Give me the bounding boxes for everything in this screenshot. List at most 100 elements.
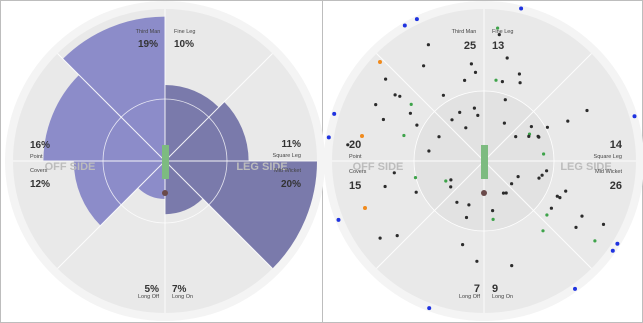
shot-dot bbox=[422, 64, 426, 68]
shot-dot bbox=[441, 93, 445, 97]
shot-dot bbox=[384, 77, 388, 81]
shot-dot bbox=[545, 169, 549, 173]
shot-dot bbox=[463, 78, 467, 82]
shot-dot bbox=[395, 234, 399, 238]
pct-fine-leg: 10% bbox=[174, 39, 194, 50]
pct-long-on: 7% bbox=[172, 284, 187, 295]
shot-dot bbox=[469, 62, 473, 66]
zone-divider bbox=[57, 160, 166, 269]
pct-covers: 12% bbox=[30, 179, 50, 190]
six-dot bbox=[360, 134, 364, 138]
shot-dot bbox=[464, 215, 469, 220]
inner-circle bbox=[102, 98, 228, 224]
shot-dot bbox=[529, 125, 534, 129]
shot-dot bbox=[464, 126, 468, 130]
count-covers: 15 bbox=[349, 180, 361, 192]
shot-dot bbox=[413, 176, 418, 180]
shot-dot bbox=[467, 203, 471, 207]
boundary-dot bbox=[326, 135, 331, 140]
shot-dot bbox=[497, 33, 501, 37]
shot-dot bbox=[449, 185, 453, 189]
shot-dot bbox=[414, 190, 418, 194]
shot-dot bbox=[537, 176, 541, 180]
shot-dot bbox=[458, 110, 462, 114]
shot-dot bbox=[503, 98, 507, 102]
shot-dot bbox=[504, 191, 508, 195]
percentage-wedges bbox=[43, 16, 318, 269]
shot-dot bbox=[398, 94, 402, 98]
wedge-square-leg bbox=[165, 101, 249, 161]
shot-dot bbox=[555, 194, 559, 198]
boundary-dot bbox=[519, 6, 524, 11]
shot-dot bbox=[415, 123, 419, 127]
pct-point: 16% bbox=[30, 140, 50, 151]
pct-third-man: 19% bbox=[138, 39, 158, 50]
shot-dot bbox=[437, 135, 441, 139]
shot-dot bbox=[491, 209, 495, 213]
wedge-point bbox=[43, 75, 166, 161]
shot-dot bbox=[450, 118, 454, 122]
shot-map-chart: OFF SIDE LEG SIDE Third Man 25 Fine Leg … bbox=[324, 1, 643, 321]
zone-name-point: Point bbox=[30, 154, 43, 160]
boundary-dot bbox=[615, 241, 620, 246]
zone-name-long-on: Long On bbox=[172, 294, 193, 300]
zone-name-point: Point bbox=[349, 154, 362, 160]
count-long-on: 9 bbox=[492, 283, 498, 295]
zone-dividers bbox=[13, 9, 317, 313]
zone-dividers bbox=[332, 9, 636, 313]
zone-divider bbox=[164, 160, 273, 269]
shot-dot bbox=[510, 264, 514, 268]
shot-dot bbox=[518, 81, 522, 85]
shot-dot bbox=[427, 149, 431, 153]
off-side-label: OFF SIDE bbox=[353, 161, 404, 173]
leg-side-label: LEG SIDE bbox=[560, 161, 611, 173]
shot-dot bbox=[494, 78, 498, 82]
pct-mid-wicket: 20% bbox=[281, 179, 301, 190]
shot-dot bbox=[541, 229, 545, 233]
shot-dot bbox=[408, 111, 412, 115]
zone-name-third-man: Third Man bbox=[136, 29, 161, 35]
shot-dot bbox=[449, 178, 453, 182]
shot-dot bbox=[549, 206, 554, 210]
shot-dot bbox=[475, 259, 479, 263]
count-mid-wicket: 26 bbox=[610, 180, 622, 192]
leg-side-label: LEG SIDE bbox=[236, 161, 287, 173]
wagon-wheel-chart: OFF SIDE LEG SIDE Third Man 19% Fine Leg… bbox=[5, 1, 325, 321]
zone-name-covers: Covers bbox=[349, 169, 367, 175]
shot-dot bbox=[491, 217, 495, 221]
shot-dot bbox=[496, 26, 500, 30]
shot-dot bbox=[601, 222, 606, 226]
batter-marker bbox=[481, 190, 487, 196]
shot-dot bbox=[537, 135, 541, 139]
zone-name-square-leg: Square Leg bbox=[594, 154, 622, 160]
shot-dot bbox=[473, 70, 478, 74]
pitch bbox=[481, 145, 488, 179]
shot-dot bbox=[514, 135, 518, 139]
shot-dot bbox=[501, 191, 506, 195]
zone-name-fine-leg: Fine Leg bbox=[174, 29, 195, 35]
wedge-long-off bbox=[138, 161, 165, 200]
shot-dot bbox=[409, 102, 413, 106]
shot-dot bbox=[393, 93, 397, 97]
wedge-long-on bbox=[165, 161, 203, 215]
zone-divider bbox=[376, 53, 485, 162]
shot-dot bbox=[527, 134, 531, 138]
zone-name-covers: Covers bbox=[30, 168, 48, 174]
shot-dot bbox=[381, 117, 385, 122]
shot-dot bbox=[542, 152, 546, 156]
count-square-leg: 14 bbox=[610, 139, 623, 151]
boundary-dot bbox=[402, 23, 407, 28]
shot-dot bbox=[383, 184, 387, 189]
shot-dots bbox=[326, 6, 637, 311]
shot-dot bbox=[346, 143, 350, 147]
boundary-dot bbox=[414, 17, 419, 22]
boundary-dot bbox=[610, 248, 615, 253]
zone-name-long-off: Long Off bbox=[459, 294, 480, 300]
shot-dot bbox=[500, 80, 504, 84]
shot-dot bbox=[540, 173, 544, 177]
boundary-dot bbox=[427, 306, 432, 311]
shot-dot bbox=[585, 108, 589, 113]
wedge-mid-wicket bbox=[165, 161, 318, 269]
